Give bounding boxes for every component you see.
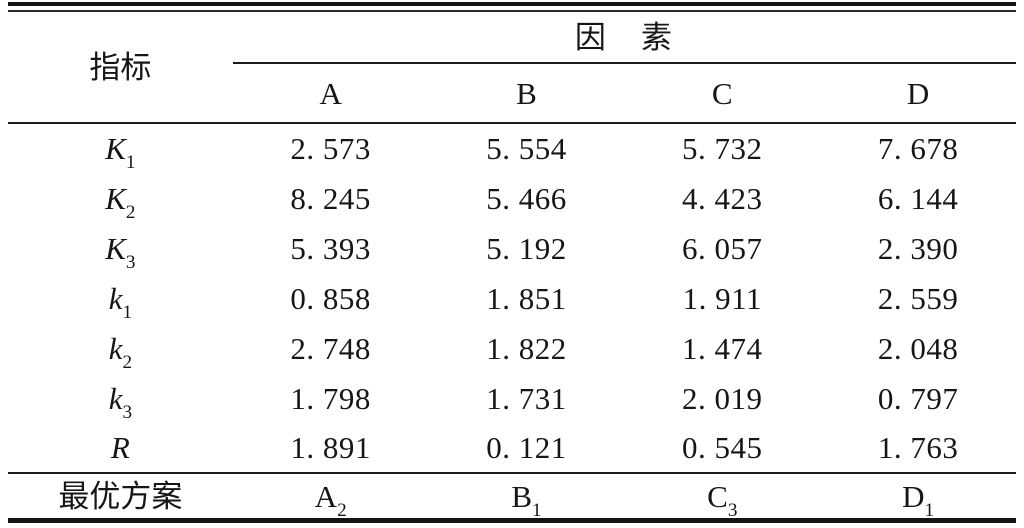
column-header-C: C — [624, 63, 821, 124]
top-thin-rule — [8, 10, 1016, 12]
table-cell: 2. 559 — [877, 280, 959, 316]
level-name: B — [511, 478, 533, 514]
optimal-scheme-label: 最优方案 — [8, 472, 233, 518]
table-cell: 5. 466 — [486, 180, 567, 216]
range-analysis-table: 指标 因 素 A B C D K1 2. 573 5. 554 5. 732 7… — [8, 2, 1016, 523]
row-label: R — [8, 423, 233, 473]
table-cell: A2 — [232, 472, 429, 521]
column-header-A: A — [232, 63, 429, 124]
row-label: K1 — [8, 123, 233, 173]
row-label: k2 — [8, 323, 233, 373]
table-cell: 2. 019 — [682, 380, 763, 416]
table-cell: 0. 121 — [486, 430, 567, 465]
table-cell: 1. 763 — [877, 430, 959, 465]
table-cell: 0. 545 — [682, 430, 763, 465]
table-cell: 0. 797 — [877, 380, 959, 416]
table-row-K2: K2 8. 245 5. 466 4. 423 6. 144 — [8, 173, 1016, 223]
table-cell: 2. 048 — [877, 330, 959, 366]
indicator-column-header: 指标 — [8, 12, 233, 124]
level-subscript: 2 — [337, 499, 347, 521]
table-cell: D1 — [820, 472, 1016, 521]
table-row-k1: k1 0. 858 1. 851 1. 911 2. 559 — [8, 273, 1016, 323]
table-cell: 5. 554 — [486, 131, 567, 166]
table-cell: 5. 732 — [682, 131, 763, 166]
variable-subscript: 1 — [122, 301, 133, 323]
table-cell: 4. 423 — [682, 180, 763, 216]
level-subscript: 1 — [924, 499, 935, 521]
table-cell: 1. 822 — [486, 330, 567, 366]
level-name: C — [707, 478, 728, 514]
table-cell: 6. 144 — [877, 180, 959, 216]
variable-name: R — [110, 430, 130, 465]
table-cell: 2. 748 — [290, 330, 371, 366]
table-row-K1: K1 2. 573 5. 554 5. 732 7. 678 — [8, 123, 1016, 173]
table-cell: 8. 245 — [290, 180, 371, 216]
table-cell: 1. 891 — [290, 430, 371, 465]
table-cell: 5. 393 — [290, 230, 371, 266]
table-row-k3: k3 1. 798 1. 731 2. 019 0. 797 — [8, 373, 1016, 423]
variable-name: k — [108, 280, 123, 316]
table-cell: 1. 851 — [486, 280, 567, 316]
variable-subscript: 2 — [122, 351, 133, 373]
variable-subscript: 1 — [125, 152, 136, 174]
table-cell: 0. 858 — [290, 280, 371, 316]
data-table: 指标 因 素 A B C D K1 2. 573 5. 554 5. 732 7… — [8, 12, 1016, 521]
level-name: D — [902, 478, 925, 514]
table-row-k2: k2 2. 748 1. 822 1. 474 2. 048 — [8, 323, 1016, 373]
table-cell: 2. 573 — [290, 131, 371, 166]
top-thick-rule — [8, 2, 1016, 6]
row-label: K2 — [8, 173, 233, 223]
row-label: K3 — [8, 223, 233, 273]
table-cell: 5. 192 — [486, 230, 567, 266]
variable-name: K — [105, 131, 126, 166]
table-cell: 1. 798 — [290, 380, 371, 416]
row-label: k3 — [8, 373, 233, 423]
table-row-R: R 1. 891 0. 121 0. 545 1. 763 — [8, 423, 1016, 473]
row-label: k1 — [8, 273, 233, 323]
variable-subscript: 3 — [122, 401, 133, 423]
level-subscript: 3 — [727, 499, 738, 521]
table-row-K3: K3 5. 393 5. 192 6. 057 2. 390 — [8, 223, 1016, 273]
variable-name: K — [105, 180, 126, 216]
variable-subscript: 2 — [125, 201, 136, 223]
level-subscript: 1 — [532, 499, 542, 521]
bottom-thick-rule — [8, 518, 1016, 523]
variable-name: k — [108, 330, 123, 366]
variable-name: k — [108, 380, 123, 416]
factor-group-header: 因 素 — [232, 12, 1016, 64]
table-cell: 7. 678 — [877, 131, 959, 166]
table-row-optimal-scheme: 最优方案 A2 B1 C3 D1 — [8, 472, 1016, 521]
table-cell: B1 — [428, 472, 625, 521]
table-cell: 1. 474 — [682, 330, 763, 366]
table-cell: 6. 057 — [682, 230, 763, 266]
column-header-D: D — [820, 63, 1016, 124]
column-header-B: B — [428, 63, 625, 124]
table-cell: 2. 390 — [877, 230, 959, 266]
variable-name: K — [105, 230, 126, 266]
table-cell: C3 — [624, 472, 821, 521]
variable-subscript: 3 — [125, 251, 136, 273]
table-cell: 1. 731 — [486, 380, 567, 416]
level-name: A — [314, 478, 338, 514]
table-cell: 1. 911 — [682, 280, 762, 316]
